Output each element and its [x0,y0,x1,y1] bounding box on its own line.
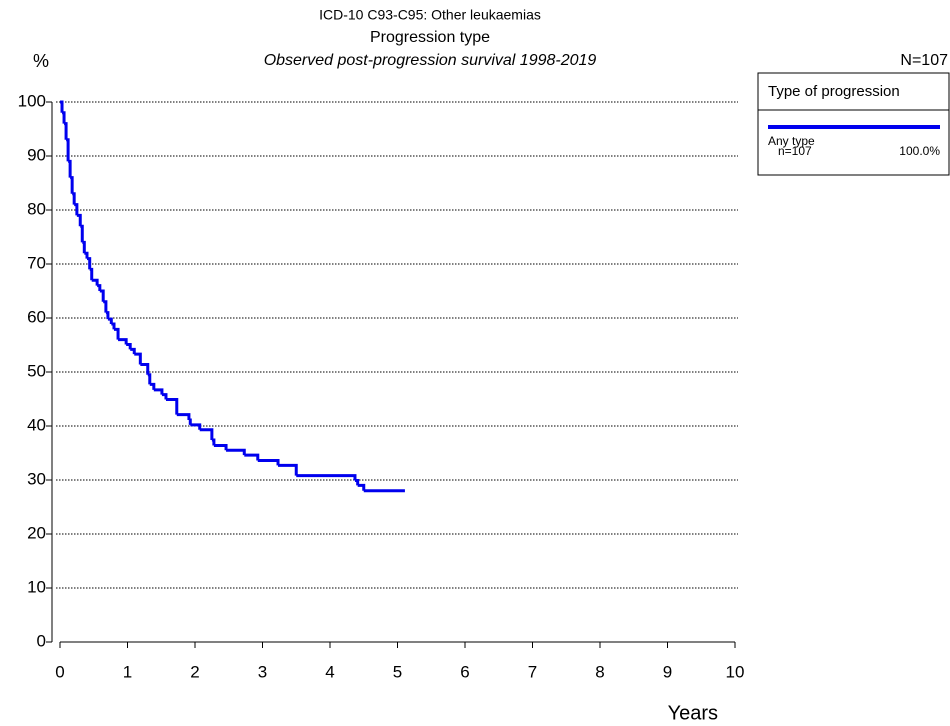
y-tick-label: 90 [27,145,46,164]
survival-step [354,479,360,486]
survival-step [130,347,136,355]
x-tick-label: 0 [55,662,64,681]
x-tick-label: 9 [663,662,672,681]
x-tick-label: 8 [595,662,604,681]
chart-subtitle: Observed post-progression survival 1998-… [264,52,597,69]
survival-step [60,100,64,113]
y-tick-label: 50 [27,361,46,380]
chart-title: ICD-10 C93-C95: Other leukaemias [319,7,541,23]
x-tick-label: 2 [190,662,199,681]
legend-share: 100.0% [899,144,940,158]
survival-step [211,438,216,446]
survival-step [296,474,357,481]
survival-step [226,448,246,456]
survival-step [72,192,76,205]
survival-step [190,423,202,430]
legend-count: n=107 [778,144,812,158]
y-tick-label: 10 [27,577,46,596]
survival-step [257,459,280,466]
legend-label: Any type [768,134,815,148]
survival-step [82,240,86,254]
survival-step [74,203,79,216]
legend-box [757,72,950,176]
x-tick-label: 10 [726,662,745,681]
survival-step [188,418,192,425]
survival-step [278,463,298,476]
x-tick-label: 5 [393,662,402,681]
survival-step [176,413,191,421]
survival-step [111,322,116,330]
survival-step [213,443,228,451]
survival-step [68,159,72,178]
survival-step [107,317,113,324]
survival-step [105,311,110,320]
survival-step [244,453,260,461]
survival-step [161,393,168,400]
legend-title: Type of progression [768,83,900,100]
survival-step [70,176,74,194]
survival-step [140,362,150,375]
y-tick-label: 60 [27,307,46,326]
x-tick-label: 6 [460,662,469,681]
x-tick-label: 4 [325,662,334,681]
y-tick-label: 40 [27,415,46,434]
survival-step [114,327,120,340]
x-tick-label: 1 [123,662,132,681]
survival-step [134,352,142,365]
survival-step [126,342,132,350]
y-tick-label: 100 [18,91,46,110]
survival-step [91,278,99,286]
survival-step [165,398,179,415]
survival-step [80,224,84,243]
survival-step [84,251,89,259]
survival-step [97,284,102,291]
y-tick-label: 20 [27,523,46,542]
x-axis-label: Years [668,702,718,724]
survival-step [66,138,70,162]
survival-step [149,382,156,390]
y-axis-label: % [33,51,49,71]
y-tick-label: 30 [27,469,46,488]
survival-step [76,213,82,227]
total-count: N=107 [900,52,948,69]
chart-subtitle: Progression type [370,29,490,46]
y-tick-label: 80 [27,199,46,218]
y-tick-label: 70 [27,253,46,272]
survival-step [103,300,108,313]
survival-step [118,338,128,345]
survival-step [357,483,366,491]
survival-step [199,428,214,441]
survival-step [87,257,92,270]
survival-step [64,122,68,140]
survival-step [62,111,66,124]
x-tick-label: 3 [258,662,267,681]
x-tick-label: 7 [528,662,537,681]
survival-step [147,373,152,385]
survival-step [153,388,164,395]
survival-step [89,267,94,281]
y-tick-label: 0 [37,631,46,650]
survival-step [99,289,105,302]
